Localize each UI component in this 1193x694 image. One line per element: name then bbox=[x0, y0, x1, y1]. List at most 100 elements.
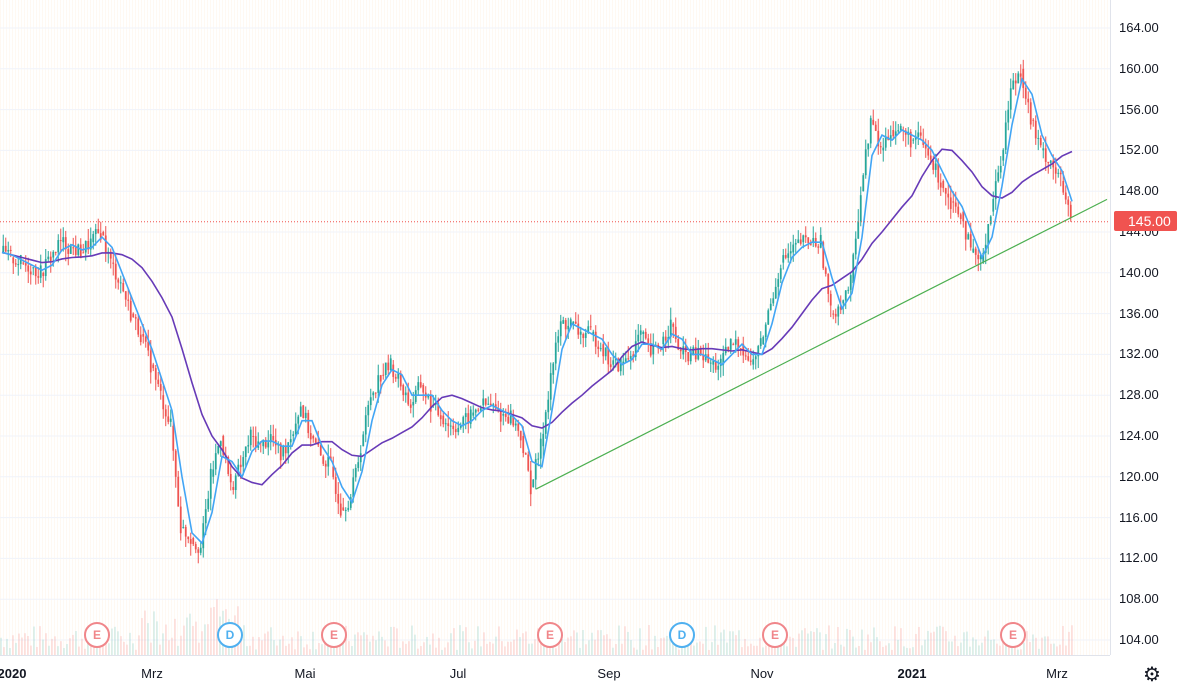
candle-body bbox=[42, 272, 45, 277]
volume-bar bbox=[924, 639, 926, 655]
candle-body bbox=[744, 355, 747, 357]
volume-bar bbox=[768, 645, 770, 655]
time-axis[interactable]: 2020 Mrz Mai Jul Sep Nov 2021 Mrz bbox=[0, 655, 1110, 694]
earnings-marker[interactable]: E bbox=[1000, 622, 1026, 648]
candle-body bbox=[599, 348, 602, 350]
candle-body bbox=[727, 346, 730, 350]
volume-bar bbox=[432, 633, 434, 655]
candle-body bbox=[384, 362, 387, 375]
candle-body bbox=[917, 132, 920, 137]
volume-bar bbox=[198, 642, 200, 655]
candle-body bbox=[729, 338, 732, 350]
volume-bar bbox=[393, 626, 395, 655]
candle-body bbox=[14, 263, 17, 265]
dividend-marker[interactable]: D bbox=[669, 622, 695, 648]
candle-body bbox=[889, 135, 892, 141]
candle-body bbox=[294, 423, 297, 435]
volume-bar bbox=[477, 626, 479, 655]
volume-bar bbox=[729, 631, 731, 655]
candle-body bbox=[587, 326, 590, 334]
candle-body bbox=[29, 271, 32, 275]
candle-body bbox=[267, 442, 270, 448]
earnings-marker[interactable]: E bbox=[537, 622, 563, 648]
volume-bar bbox=[597, 630, 599, 655]
volume-bar bbox=[348, 641, 350, 655]
volume-bar bbox=[609, 638, 611, 655]
gear-icon[interactable]: ⚙ bbox=[1143, 664, 1161, 686]
volume-bar bbox=[462, 631, 464, 655]
volume-bar bbox=[1020, 649, 1022, 655]
candle-body bbox=[629, 355, 632, 359]
candle-body bbox=[222, 436, 225, 455]
candle-body bbox=[199, 547, 202, 553]
volume-bar bbox=[177, 645, 179, 655]
earnings-marker[interactable]: E bbox=[84, 622, 110, 648]
candle-body bbox=[554, 342, 557, 364]
candle-body bbox=[214, 453, 217, 470]
candle-body bbox=[347, 507, 350, 510]
candle-body bbox=[692, 347, 695, 355]
volume-bar bbox=[420, 646, 422, 655]
candle-body bbox=[614, 358, 617, 361]
volume-bar bbox=[102, 643, 104, 655]
candle-body bbox=[994, 181, 997, 200]
candle-body bbox=[764, 324, 767, 338]
volume-bar bbox=[573, 630, 575, 655]
candle-body bbox=[429, 395, 432, 412]
candle-body bbox=[459, 426, 462, 428]
candle-body bbox=[464, 413, 467, 418]
volume-bar bbox=[195, 621, 197, 655]
candle-body bbox=[272, 436, 275, 440]
candle-body bbox=[482, 398, 485, 406]
candle-body bbox=[122, 283, 125, 292]
candle-body bbox=[577, 323, 580, 335]
volume-bar bbox=[576, 632, 578, 655]
candle-body bbox=[1014, 80, 1017, 84]
candle-body bbox=[982, 252, 985, 263]
volume-bar bbox=[738, 630, 740, 655]
volume-bar bbox=[693, 645, 695, 655]
volume-bar bbox=[732, 631, 734, 655]
candle-body bbox=[734, 339, 737, 345]
candle-body bbox=[987, 224, 990, 245]
candle-body bbox=[129, 300, 132, 321]
candle-body bbox=[517, 423, 520, 431]
price-axis[interactable]: 164.00 160.00 156.00 152.00 148.00 144.00 140.… bbox=[1110, 0, 1193, 655]
candle-body bbox=[1027, 98, 1030, 103]
candle-body bbox=[412, 401, 415, 406]
candle-body bbox=[79, 244, 82, 259]
volume-bar bbox=[543, 644, 545, 655]
candle-body bbox=[1044, 148, 1047, 162]
candle-body bbox=[962, 211, 965, 222]
candle-body bbox=[664, 336, 667, 341]
volume-bar bbox=[18, 633, 20, 655]
candle-body bbox=[137, 318, 140, 335]
candle-body bbox=[669, 319, 672, 338]
candle-body bbox=[37, 276, 40, 278]
candle-body bbox=[809, 242, 812, 246]
candle-body bbox=[327, 456, 330, 467]
earnings-marker[interactable]: E bbox=[321, 622, 347, 648]
volume-bar bbox=[555, 648, 557, 655]
candle-body bbox=[739, 348, 742, 350]
volume-bar bbox=[744, 638, 746, 655]
candle-body bbox=[152, 364, 155, 369]
candle-body bbox=[192, 538, 195, 545]
candle-body bbox=[407, 392, 410, 405]
candle-body bbox=[807, 237, 810, 243]
volume-bar bbox=[792, 637, 794, 655]
price-tick: 160.00 bbox=[1119, 60, 1159, 76]
volume-bar bbox=[27, 635, 29, 655]
candle-body bbox=[132, 313, 135, 318]
candle-body bbox=[474, 409, 477, 413]
volume-bar bbox=[723, 629, 725, 655]
volume-bar bbox=[897, 639, 899, 655]
volume-bar bbox=[240, 640, 242, 655]
volume-bar bbox=[324, 637, 326, 655]
volume-bar bbox=[210, 607, 212, 655]
candle-body bbox=[632, 354, 635, 357]
dividend-marker[interactable]: D bbox=[217, 622, 243, 648]
earnings-marker[interactable]: E bbox=[762, 622, 788, 648]
candle-body bbox=[992, 199, 995, 212]
